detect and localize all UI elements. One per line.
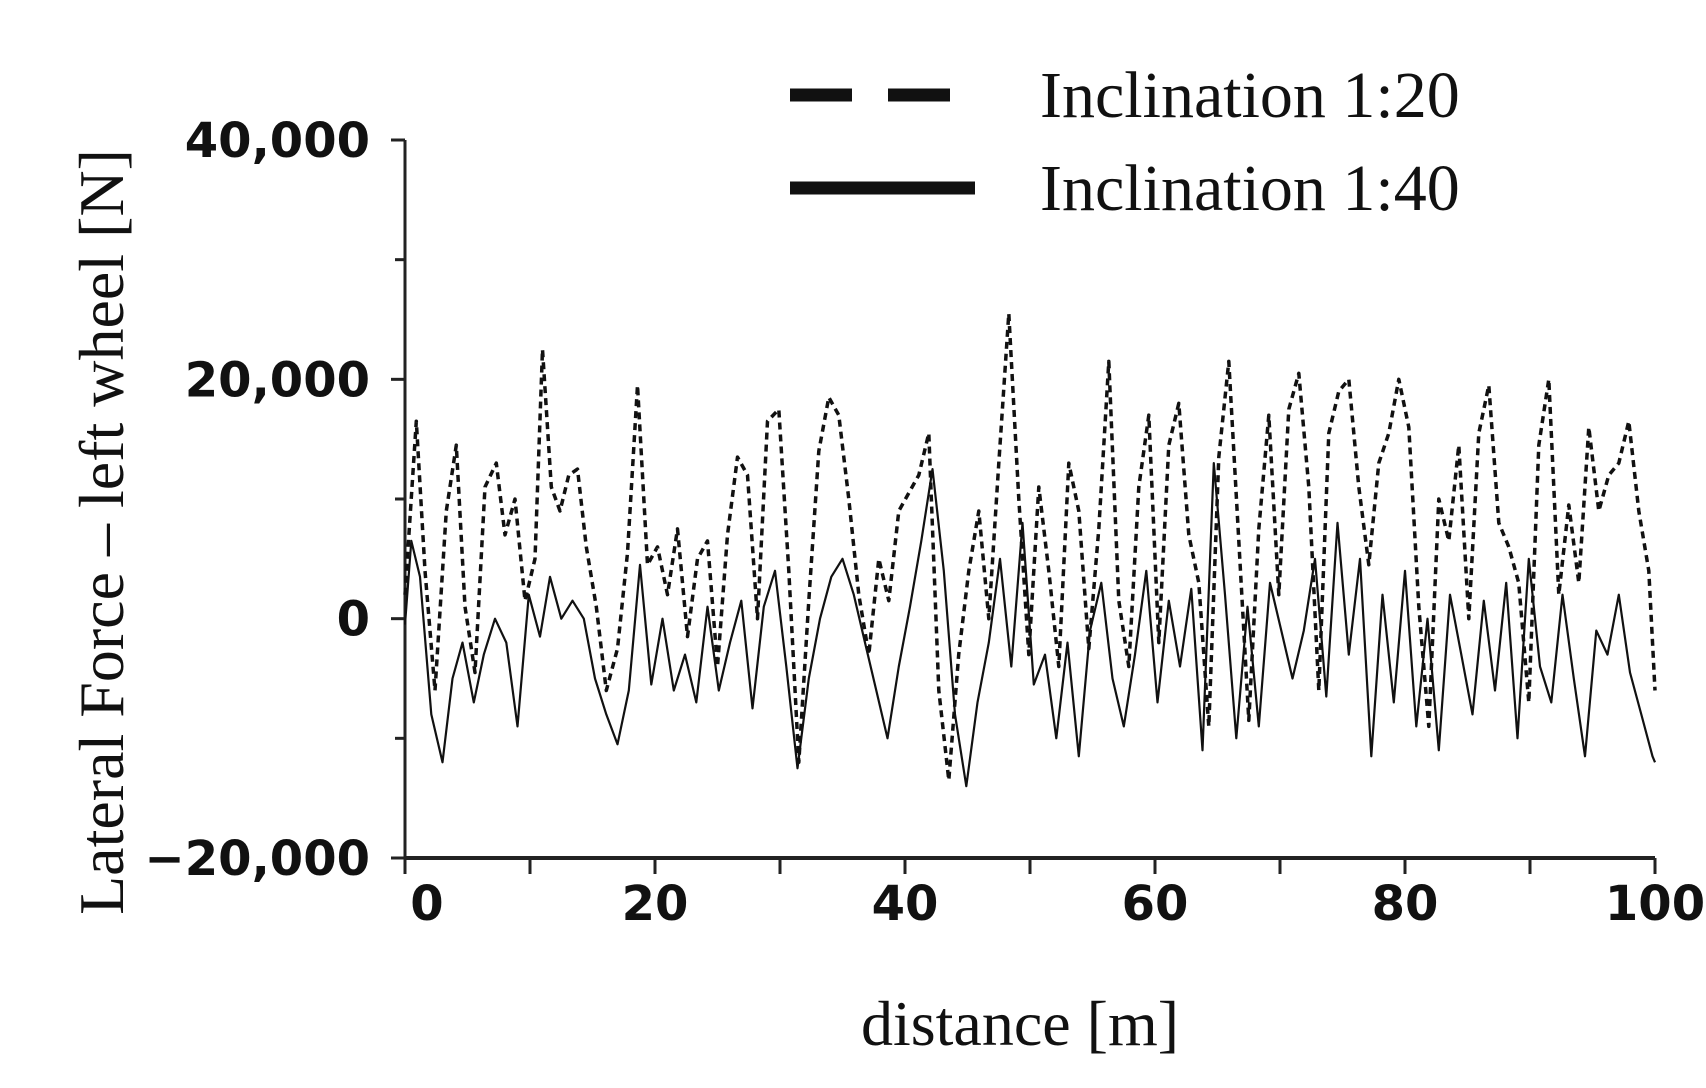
y-axis-title: Lateral Force – left wheel [N] [66,149,137,915]
series-line-2 [403,462,1657,788]
x-tick-label: 100 [1605,876,1705,932]
legend-label-1: Inclination 1:20 [1040,59,1460,132]
series-layer [403,311,1657,788]
legend-label-2: Inclination 1:40 [1040,152,1460,225]
x-axis-title: distance [m] [861,988,1179,1059]
y-tick-label: 20,000 [185,352,370,408]
x-tick-label: 40 [872,876,939,932]
legend: Inclination 1:20 Inclination 1:40 [790,59,1460,225]
x-tick-label: 20 [622,876,689,932]
axes-layer: −20,000 0 20,000 40,000 0 20 40 60 80 100 [145,113,1706,932]
x-tick-label: 80 [1372,876,1439,932]
x-tick-label: 60 [1122,876,1189,932]
y-tick-label: 0 [337,592,370,648]
y-tick-label: 40,000 [185,113,370,169]
series-line-1 [403,311,1657,782]
y-tick-label: −20,000 [145,831,370,887]
x-tick-label: 0 [410,876,443,932]
